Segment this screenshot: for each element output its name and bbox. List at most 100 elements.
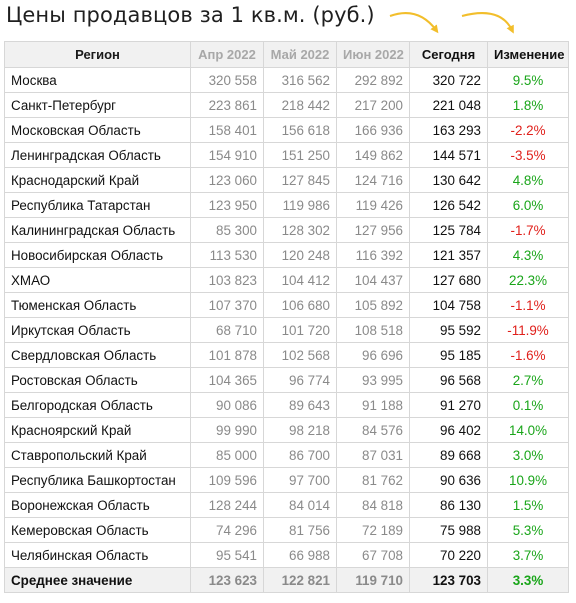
today-cell: 95 185 [409, 342, 488, 368]
region-cell: Москва [4, 67, 191, 93]
apr-2022-cell: 104 365 [190, 367, 264, 393]
region-cell: Калининградская Область [4, 217, 191, 243]
jun-2022-cell: 124 716 [336, 167, 410, 193]
table-row: Кемеровская Область 74 296 81 756 72 189 75 … [4, 517, 569, 543]
jun-2022-cell: 217 200 [336, 92, 410, 118]
may-2022-cell: 102 568 [263, 342, 337, 368]
change-cell: -11.9% [487, 317, 569, 343]
today-cell: 163 293 [409, 117, 488, 143]
may-2022-cell: 89 643 [263, 392, 337, 418]
change-cell: 10.9% [487, 467, 569, 493]
apr-2022-cell: 123 623 [190, 567, 264, 593]
apr-2022-cell: 123 060 [190, 167, 264, 193]
may-2022-cell: 86 700 [263, 442, 337, 468]
apr-2022-cell: 99 990 [190, 417, 264, 443]
region-cell: Белгородская Область [4, 392, 191, 418]
change-cell: 14.0% [487, 417, 569, 443]
table-row: Тюменская Область 107 370 106 680 105 892 10… [4, 292, 569, 318]
region-cell: Тюменская Область [4, 292, 191, 318]
today-cell: 86 130 [409, 492, 488, 518]
region-cell: Краснодарский Край [4, 167, 191, 193]
table-row: Калининградская Область 85 300 128 302 127 … [4, 217, 569, 243]
change-cell: 5.3% [487, 517, 569, 543]
jun-2022-cell: 84 818 [336, 492, 410, 518]
change-cell: 3.0% [487, 442, 569, 468]
jun-2022-cell: 116 392 [336, 242, 410, 268]
may-2022-cell: 218 442 [263, 92, 337, 118]
jun-2022-cell: 81 762 [336, 467, 410, 493]
curved-arrow-icon [389, 12, 439, 34]
apr-2022-cell: 85 300 [190, 217, 264, 243]
jun-2022-cell: 119 426 [336, 192, 410, 218]
may-2022-cell: 66 988 [263, 542, 337, 568]
jun-2022-cell: 292 892 [336, 67, 410, 93]
table-row: Санкт-Петербург 223 861 218 442 217 200 221 … [4, 92, 569, 118]
jun-2022-cell: 91 188 [336, 392, 410, 418]
apr-2022-cell: 95 541 [190, 542, 264, 568]
table-row: Республика Башкортостан 109 596 97 700 81 7… [4, 467, 569, 493]
today-cell: 104 758 [409, 292, 488, 318]
change-cell: -2.2% [487, 117, 569, 143]
average-row: Среднее значение 123 623 122 821 119 710 123… [4, 567, 569, 593]
region-cell: Свердловская Область [4, 342, 191, 368]
jun-2022-cell: 105 892 [336, 292, 410, 318]
column-header-may: Май 2022 [263, 41, 337, 68]
may-2022-cell: 96 774 [263, 367, 337, 393]
may-2022-cell: 104 412 [263, 267, 337, 293]
column-header-region: Регион [4, 41, 191, 68]
jun-2022-cell: 119 710 [336, 567, 410, 593]
apr-2022-cell: 158 401 [190, 117, 264, 143]
page-title: Цены продавцов за 1 кв.м. (руб.) [6, 3, 375, 27]
today-cell: 221 048 [409, 92, 488, 118]
change-cell: 6.0% [487, 192, 569, 218]
may-2022-cell: 128 302 [263, 217, 337, 243]
curved-arrow-icon [461, 12, 514, 34]
column-header-today: Сегодня [409, 41, 488, 68]
change-cell: 3.7% [487, 542, 569, 568]
region-cell: Новосибирская Область [4, 242, 191, 268]
may-2022-cell: 98 218 [263, 417, 337, 443]
table-row: Ленинградская Область 154 910 151 250 149 8… [4, 142, 569, 168]
may-2022-cell: 151 250 [263, 142, 337, 168]
table-row: Новосибирская Область 113 530 120 248 116 3… [4, 242, 569, 268]
table-row: Московская Область 158 401 156 618 166 936 1… [4, 117, 569, 143]
region-cell: Санкт-Петербург [4, 92, 191, 118]
jun-2022-cell: 149 862 [336, 142, 410, 168]
may-2022-cell: 106 680 [263, 292, 337, 318]
table-row: ХМАО 103 823 104 412 104 437 127 680 22.3% [4, 267, 569, 293]
jun-2022-cell: 84 576 [336, 417, 410, 443]
may-2022-cell: 84 014 [263, 492, 337, 518]
region-cell: Ставропольский Край [4, 442, 191, 468]
change-cell: 2.7% [487, 367, 569, 393]
today-cell: 90 636 [409, 467, 488, 493]
change-cell: 1.5% [487, 492, 569, 518]
region-cell: Среднее значение [4, 567, 191, 593]
region-cell: ХМАО [4, 267, 191, 293]
apr-2022-cell: 223 861 [190, 92, 264, 118]
table-row: Воронежская Область 128 244 84 014 84 818 86… [4, 492, 569, 518]
jun-2022-cell: 96 696 [336, 342, 410, 368]
today-cell: 75 988 [409, 517, 488, 543]
today-cell: 127 680 [409, 267, 488, 293]
jun-2022-cell: 104 437 [336, 267, 410, 293]
may-2022-cell: 101 720 [263, 317, 337, 343]
table-row: Иркутская Область 68 710 101 720 108 518 95 … [4, 317, 569, 343]
apr-2022-cell: 74 296 [190, 517, 264, 543]
today-cell: 123 703 [409, 567, 488, 593]
apr-2022-cell: 320 558 [190, 67, 264, 93]
today-cell: 121 357 [409, 242, 488, 268]
table-row: Свердловская Область 101 878 102 568 96 696… [4, 342, 569, 368]
region-cell: Ростовская Область [4, 367, 191, 393]
today-cell: 130 642 [409, 167, 488, 193]
change-cell: -1.1% [487, 292, 569, 318]
change-cell: 0.1% [487, 392, 569, 418]
table-row: Ростовская Область 104 365 96 774 93 995 96 … [4, 367, 569, 393]
region-cell: Челябинская Область [4, 542, 191, 568]
apr-2022-cell: 107 370 [190, 292, 264, 318]
jun-2022-cell: 166 936 [336, 117, 410, 143]
today-cell: 125 784 [409, 217, 488, 243]
apr-2022-cell: 128 244 [190, 492, 264, 518]
may-2022-cell: 122 821 [263, 567, 337, 593]
column-header-change: Изменение [487, 41, 569, 68]
today-cell: 320 722 [409, 67, 488, 93]
